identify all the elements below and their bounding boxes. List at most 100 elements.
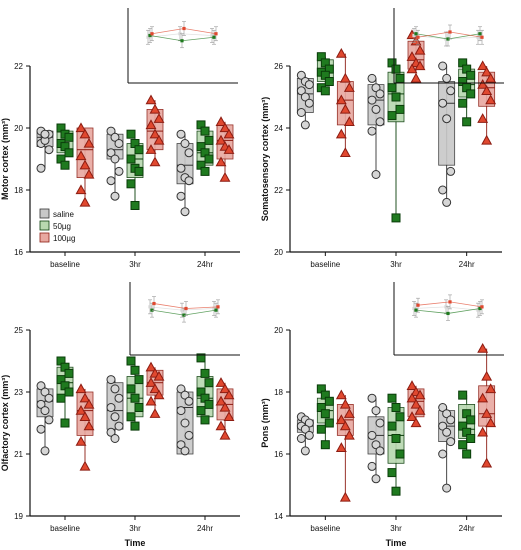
y-axis-label: Somatosensory cortex (mm³) <box>260 97 270 222</box>
data-point <box>114 421 124 431</box>
data-point <box>215 116 227 126</box>
data-point <box>466 434 476 443</box>
data-point <box>176 440 186 450</box>
data-point <box>395 73 405 83</box>
data-point <box>343 408 355 418</box>
data-point <box>145 119 157 130</box>
y-axis-label: Pons (mm³) <box>260 398 270 448</box>
inset-point <box>212 35 216 39</box>
data-point <box>343 82 355 92</box>
series-group-saline <box>438 403 456 493</box>
y-tick-label: 20 <box>14 124 23 133</box>
data-point <box>223 144 235 154</box>
y-axis-label: Motor cortex (mm³) <box>0 118 10 200</box>
data-point <box>114 166 124 176</box>
data-point <box>442 409 452 419</box>
y-axis: 14 16 18 20 <box>274 326 291 521</box>
series-group-50µg <box>56 356 74 428</box>
data-point <box>126 412 136 422</box>
data-point <box>391 486 401 496</box>
data-point <box>446 86 456 96</box>
data-point <box>442 114 452 124</box>
x-tick-label: 3hr <box>129 524 141 533</box>
data-point <box>215 420 227 431</box>
data-point <box>367 73 377 83</box>
data-point <box>64 148 74 158</box>
data-point <box>438 61 448 71</box>
inset-point <box>182 313 186 317</box>
series-group-100µg <box>75 122 95 207</box>
data-point <box>204 135 214 145</box>
data-point <box>485 72 497 83</box>
inset-point <box>476 308 480 312</box>
inset-point <box>148 33 152 38</box>
legend-swatch-ug100 <box>39 232 50 243</box>
series-group-100µg <box>145 94 165 167</box>
data-point <box>391 64 401 74</box>
data-point <box>106 403 116 412</box>
data-point <box>40 406 50 416</box>
series-group-50µg <box>126 356 144 431</box>
data-point <box>149 128 161 139</box>
data-point <box>110 384 120 394</box>
data-point <box>79 460 91 471</box>
inset-point <box>444 305 448 309</box>
inset-plot <box>393 8 504 84</box>
data-point <box>375 446 385 456</box>
data-point <box>391 213 401 223</box>
data-point <box>40 387 50 397</box>
data-point <box>145 395 157 406</box>
data-point <box>391 92 401 102</box>
data-point <box>149 408 161 418</box>
chart-panel-3: 19 21 23 25 Olfactory cortex (mm³) baseline 3h… <box>0 282 240 548</box>
data-point <box>335 414 347 425</box>
legend-label-ug100: 100µg <box>53 234 75 243</box>
inset-point <box>416 303 420 307</box>
data-point <box>215 156 227 167</box>
series-group-100µg <box>335 47 355 157</box>
data-point <box>339 103 351 114</box>
data-point <box>79 196 91 207</box>
data-point <box>75 383 87 394</box>
x-axis-label: Time <box>125 538 146 548</box>
data-point <box>343 116 355 126</box>
data-point <box>130 201 140 210</box>
data-point <box>458 440 468 450</box>
data-point <box>339 420 351 431</box>
data-point <box>296 86 306 96</box>
data-point <box>176 163 186 173</box>
data-point <box>387 83 397 93</box>
data-point <box>320 440 330 450</box>
x-tick-label: baseline <box>310 260 340 269</box>
series-group-100µg <box>335 389 355 502</box>
data-point <box>300 120 310 130</box>
data-point <box>410 398 422 409</box>
inset-point <box>446 311 450 316</box>
data-point <box>442 73 452 83</box>
data-point <box>300 424 310 434</box>
data-point <box>106 375 116 385</box>
legend: saline 50µg 100µg <box>39 208 75 243</box>
y-tick-label: 18 <box>14 186 23 195</box>
series-group-50µg <box>458 390 476 459</box>
x-tick-label: 3hr <box>390 524 402 533</box>
x-tick-label: 24hr <box>197 260 213 269</box>
x-tick-label: 3hr <box>390 260 402 269</box>
data-point <box>44 415 54 425</box>
data-point <box>296 108 306 117</box>
series-group-100µg <box>477 60 497 145</box>
data-point <box>300 92 310 102</box>
data-point <box>153 389 165 400</box>
series-group-50µg <box>196 353 214 425</box>
data-point <box>371 440 381 450</box>
data-point <box>75 184 87 195</box>
x-tick-label: 3hr <box>129 260 141 269</box>
data-point <box>466 70 476 80</box>
data-point <box>223 389 235 400</box>
data-point <box>477 392 489 403</box>
data-point <box>442 483 452 493</box>
data-point <box>126 179 136 189</box>
data-point <box>485 94 497 105</box>
data-point <box>335 128 347 139</box>
data-point <box>149 383 161 394</box>
